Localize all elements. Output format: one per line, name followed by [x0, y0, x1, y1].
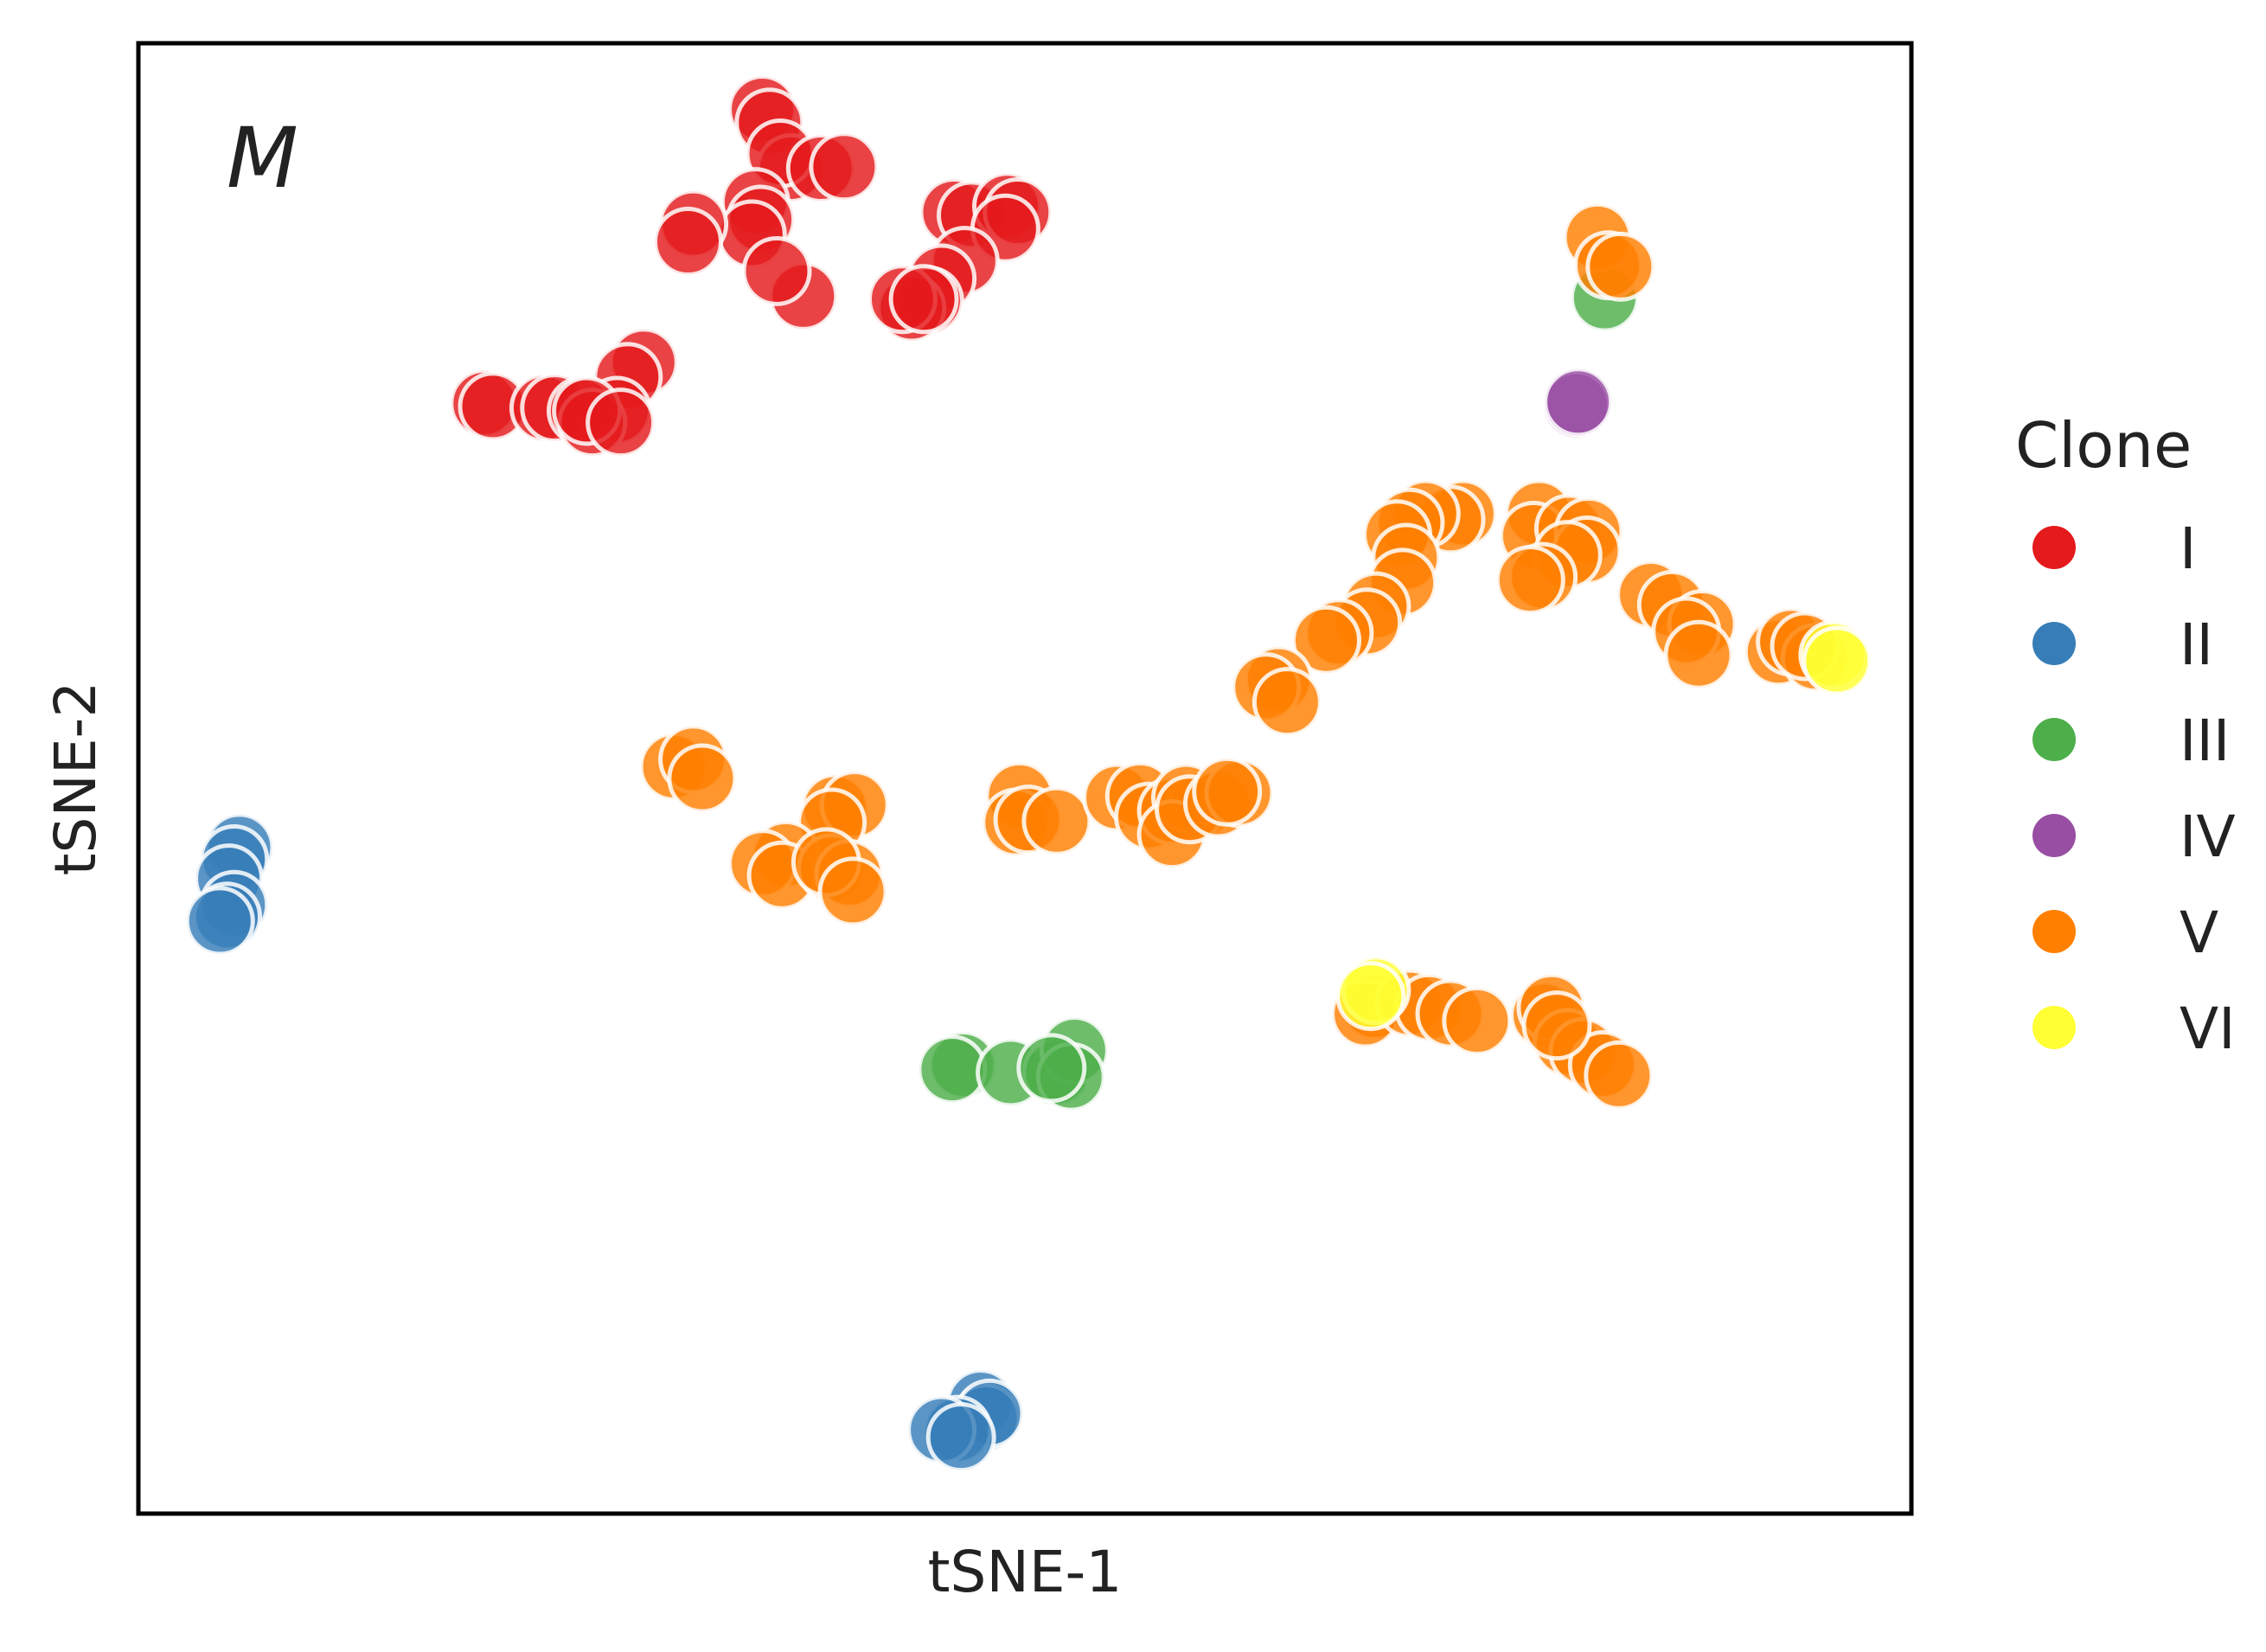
data-point [1521, 990, 1592, 1061]
series-I [449, 74, 1053, 458]
data-point [1585, 231, 1656, 302]
legend-marker [2032, 814, 2076, 857]
y-axis-label: tSNE-2 [42, 682, 109, 876]
legend-marker [2032, 526, 2076, 569]
series-III [917, 262, 1640, 1112]
data-point [1192, 756, 1263, 827]
data-point [667, 743, 738, 814]
data-point [1016, 1033, 1087, 1104]
x-axis-label: tSNE-1 [928, 1539, 1123, 1605]
legend-marker [2032, 1006, 2076, 1049]
data-point [925, 1402, 996, 1473]
plot-frame [136, 41, 1914, 1516]
data-point [917, 1034, 988, 1105]
legend-marker [2032, 622, 2076, 665]
legend-label: II [2180, 611, 2213, 678]
data-point [1291, 605, 1361, 676]
series-VI [1335, 619, 1872, 1032]
data-point [809, 131, 880, 202]
legend-label: VI [2180, 996, 2236, 1062]
legend-marker [2032, 718, 2076, 761]
data-point [586, 387, 656, 458]
legend-label: III [2180, 708, 2230, 774]
data-point [888, 264, 959, 335]
data-point [1584, 1040, 1655, 1111]
data-point [817, 856, 888, 927]
series-II [184, 812, 1025, 1473]
legend-title: Clone [2015, 409, 2192, 482]
data-point [1442, 986, 1513, 1056]
series-V [638, 202, 1851, 1111]
legend-marker [2032, 910, 2076, 953]
data-point [1802, 625, 1872, 696]
data-point [1663, 619, 1734, 690]
data-point [1335, 961, 1406, 1032]
data-point [184, 886, 255, 957]
data-point [741, 236, 812, 306]
data-point [1495, 545, 1565, 615]
legend-label: V [2180, 900, 2218, 966]
legend-label: IV [2180, 804, 2236, 870]
data-point [1543, 367, 1614, 438]
series-IV [1541, 367, 1614, 440]
data-point [1251, 667, 1322, 738]
data-point [1021, 785, 1092, 856]
panel-label: M [227, 110, 298, 207]
points-layer [184, 74, 1872, 1473]
data-point [653, 207, 723, 277]
legend-label: I [2180, 515, 2196, 582]
